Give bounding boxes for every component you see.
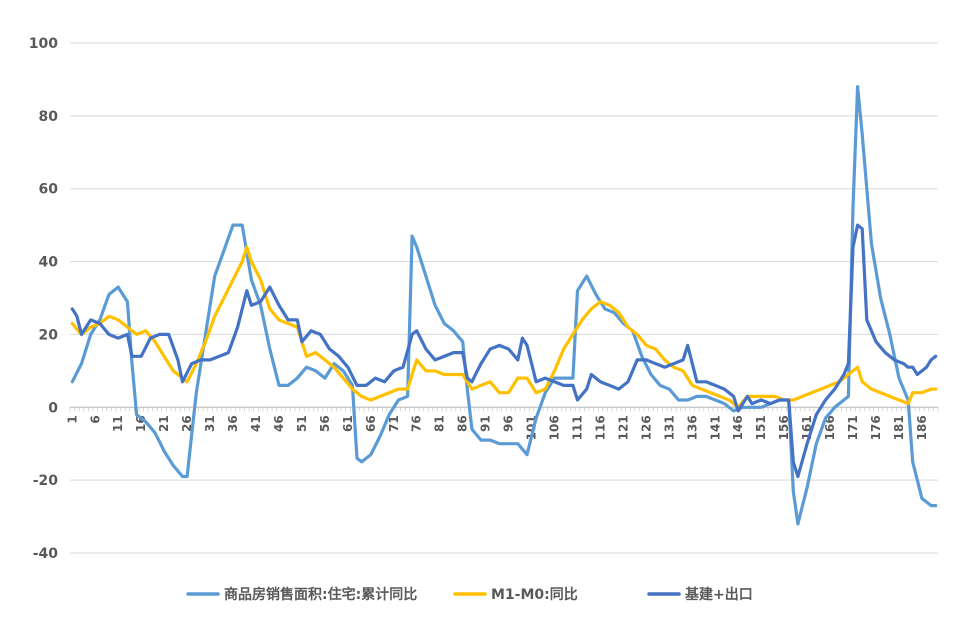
y-tick-label: 0 xyxy=(48,400,58,416)
x-tick-label: 176 xyxy=(869,415,883,440)
x-tick-label: 166 xyxy=(823,415,837,440)
x-tick-label: 31 xyxy=(203,415,217,432)
x-tick-label: 171 xyxy=(846,415,860,440)
x-tick-label: 51 xyxy=(295,415,309,432)
x-tick-label: 126 xyxy=(639,415,653,440)
x-tick-label: 186 xyxy=(915,415,929,440)
legend-label-1: 商品房销售面积:住宅:累计同比 xyxy=(224,586,417,603)
x-tick-label: 21 xyxy=(157,415,171,432)
x-tick-label: 96 xyxy=(502,415,516,432)
x-tick-label: 106 xyxy=(548,415,562,440)
x-tick-label: 61 xyxy=(341,415,355,432)
x-tick-label: 11 xyxy=(111,415,125,432)
x-tick-label: 71 xyxy=(387,415,401,432)
x-tick-label: 66 xyxy=(364,415,378,432)
y-tick-label: 20 xyxy=(39,327,59,343)
x-tick-label: 131 xyxy=(662,415,676,440)
y-tick-label: 60 xyxy=(39,182,59,198)
legend-label-2: M1-M0:同比 xyxy=(491,586,578,603)
x-tick-label: 156 xyxy=(777,415,791,440)
x-tick-label: 86 xyxy=(456,415,470,432)
x-tick-label: 116 xyxy=(593,415,607,440)
x-tick-label: 26 xyxy=(180,415,194,432)
x-tick-label: 151 xyxy=(754,415,768,440)
x-tick-label: 121 xyxy=(616,415,630,440)
series-line-2 xyxy=(70,245,938,409)
series-line-3 xyxy=(70,223,938,479)
x-tick-label: 136 xyxy=(685,415,699,440)
y-tick-label: 40 xyxy=(39,255,59,271)
x-tick-label: 1 xyxy=(65,415,79,423)
x-tick-label: 36 xyxy=(226,415,240,432)
x-tick-label: 146 xyxy=(731,415,745,440)
x-tick-label: 181 xyxy=(892,415,906,440)
x-tick-label: 81 xyxy=(433,415,447,432)
x-tick-label: 111 xyxy=(570,415,584,440)
y-tick-label: 80 xyxy=(39,109,59,125)
x-tick-label: 46 xyxy=(272,415,286,432)
x-tick-label: 76 xyxy=(410,415,424,432)
x-tick-label: 41 xyxy=(249,415,263,432)
x-tick-label: 6 xyxy=(88,415,102,423)
x-tick-label: 56 xyxy=(318,415,332,432)
y-tick-label: 100 xyxy=(29,36,58,52)
series-line-1 xyxy=(70,85,938,526)
legend: 商品房销售面积:住宅:累计同比 M1-M0:同比 基建+出口 xyxy=(186,586,753,603)
x-tick-label: 141 xyxy=(708,415,722,440)
series-lines xyxy=(70,85,938,526)
legend-label-3: 基建+出口 xyxy=(685,586,753,603)
x-tick-label: 91 xyxy=(479,415,493,432)
y-tick-label: -20 xyxy=(33,473,59,489)
y-tick-label: -40 xyxy=(33,546,59,562)
